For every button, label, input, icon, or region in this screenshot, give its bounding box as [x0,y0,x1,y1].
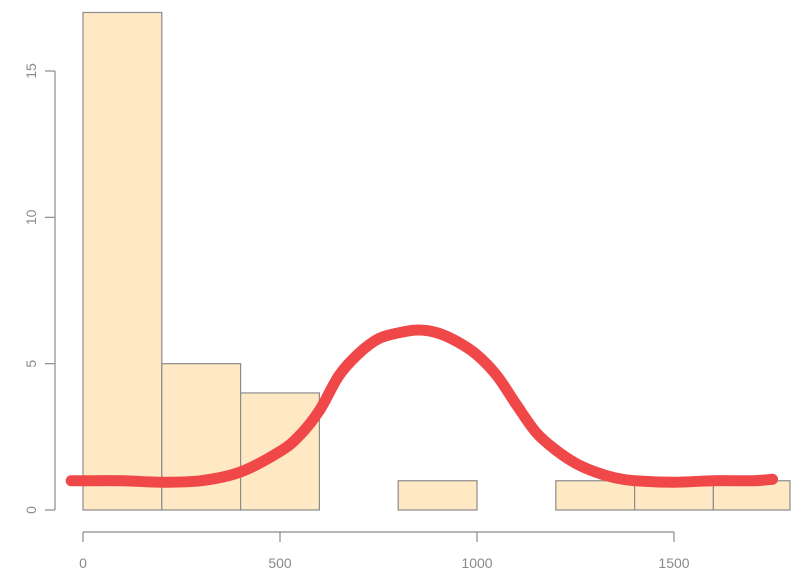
histogram-bar [161,363,242,511]
y-tick-label: 5 [23,360,39,368]
histogram-bars [82,11,791,511]
histogram-bar [555,480,636,511]
histogram-bar [82,11,163,511]
y-axis: 0 5 10 15 [23,63,56,514]
y-tick-label: 0 [23,506,39,514]
x-tick-label: 1500 [658,555,689,571]
density-curve-layer [65,324,778,488]
histogram-bar [397,480,478,511]
x-tick-label: 500 [268,555,292,571]
y-tick-label: 10 [23,209,39,225]
y-tick-label: 15 [23,63,39,79]
x-axis: 0 500 1000 1500 [79,531,690,571]
x-tick-label: 0 [79,555,87,571]
x-tick-label: 1000 [461,555,492,571]
density-curve [65,324,778,488]
